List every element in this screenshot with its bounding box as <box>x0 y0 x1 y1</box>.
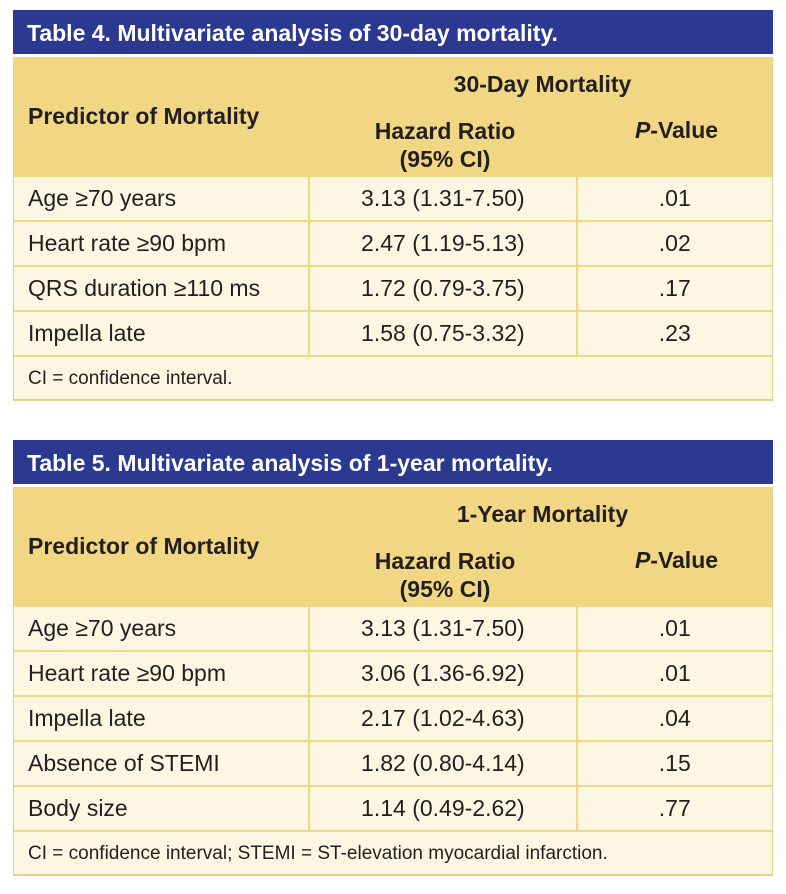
predictor-cell: Absence of STEMI <box>14 742 311 785</box>
table-row: Heart rate ≥90 bpm 2.47 (1.19-5.13) .02 <box>13 222 773 267</box>
hazard-ratio-cell: 3.06 (1.36-6.92) <box>310 652 578 695</box>
header-p-italic: P <box>634 547 651 573</box>
header-p-rest: -Value <box>650 547 719 573</box>
table-row: QRS duration ≥110 ms 1.72 (0.79-3.75) .1… <box>13 267 773 312</box>
table-4: Table 4. Multivariate analysis of 30-day… <box>13 10 773 401</box>
table-5-footnote: CI = confidence interval; STEMI = ST-ele… <box>13 832 773 876</box>
table-row: Body size 1.14 (0.49-2.62) .77 <box>13 787 773 832</box>
hazard-ratio-cell: 1.14 (0.49-2.62) <box>310 787 578 830</box>
header-hr-line2: (95% CI) <box>399 576 491 602</box>
predictor-cell: QRS duration ≥110 ms <box>14 267 311 310</box>
predictor-cell: Heart rate ≥90 bpm <box>14 652 311 695</box>
hazard-ratio-cell: 1.72 (0.79-3.75) <box>310 267 578 310</box>
header-p-italic: P <box>634 117 651 143</box>
header-hr-line1: Hazard Ratio <box>374 548 516 574</box>
p-value-cell: .04 <box>658 705 691 731</box>
p-value-cell: .17 <box>658 275 691 301</box>
p-value-cell: .02 <box>658 230 691 256</box>
p-value-cell: .01 <box>658 660 691 686</box>
header-hazard-ratio: Hazard Ratio (95% CI) <box>311 117 579 173</box>
table-5-header: Predictor of Mortality 1-Year Mortality … <box>13 487 773 607</box>
header-hr-line1: Hazard Ratio <box>374 118 516 144</box>
table-5: Table 5. Multivariate analysis of 1-year… <box>13 440 773 876</box>
hazard-ratio-cell: 1.82 (0.80-4.14) <box>310 742 578 785</box>
header-group: 1-Year Mortality <box>456 501 629 527</box>
header-hazard-ratio: Hazard Ratio (95% CI) <box>311 547 579 603</box>
table-row: Impella late 2.17 (1.02-4.63) .04 <box>13 697 773 742</box>
header-predictor: Predictor of Mortality <box>28 533 260 559</box>
p-value-cell: .23 <box>658 320 691 346</box>
p-value-cell: .01 <box>658 185 691 211</box>
table-4-title: Table 4. Multivariate analysis of 30-day… <box>13 10 773 57</box>
hazard-ratio-cell: 2.47 (1.19-5.13) <box>310 222 578 265</box>
table-4-header: Predictor of Mortality 30-Day Mortality … <box>13 57 773 177</box>
table-4-footnote: CI = confidence interval. <box>13 357 773 401</box>
hazard-ratio-cell: 3.13 (1.31-7.50) <box>310 177 578 220</box>
header-group: 30-Day Mortality <box>453 71 632 97</box>
table-row: Age ≥70 years 3.13 (1.31-7.50) .01 <box>13 607 773 652</box>
hazard-ratio-cell: 1.58 (0.75-3.32) <box>310 312 578 355</box>
hazard-ratio-cell: 3.13 (1.31-7.50) <box>310 607 578 650</box>
header-p-value: P-Value <box>579 117 774 144</box>
predictor-cell: Body size <box>14 787 311 830</box>
hazard-ratio-cell: 2.17 (1.02-4.63) <box>310 697 578 740</box>
predictor-cell: Age ≥70 years <box>14 607 311 650</box>
table-5-title: Table 5. Multivariate analysis of 1-year… <box>13 440 773 487</box>
predictor-cell: Impella late <box>14 312 311 355</box>
table-row: Absence of STEMI 1.82 (0.80-4.14) .15 <box>13 742 773 787</box>
table-row: Impella late 1.58 (0.75-3.32) .23 <box>13 312 773 357</box>
predictor-cell: Impella late <box>14 697 311 740</box>
predictor-cell: Age ≥70 years <box>14 177 311 220</box>
p-value-cell: .15 <box>658 750 691 776</box>
predictor-cell: Heart rate ≥90 bpm <box>14 222 311 265</box>
header-p-rest: -Value <box>650 117 719 143</box>
table-row: Age ≥70 years 3.13 (1.31-7.50) .01 <box>13 177 773 222</box>
header-hr-line2: (95% CI) <box>399 146 491 172</box>
header-predictor: Predictor of Mortality <box>28 103 260 129</box>
p-value-cell: .01 <box>658 615 691 641</box>
header-p-value: P-Value <box>579 547 774 574</box>
p-value-cell: .77 <box>658 795 691 821</box>
table-row: Heart rate ≥90 bpm 3.06 (1.36-6.92) .01 <box>13 652 773 697</box>
